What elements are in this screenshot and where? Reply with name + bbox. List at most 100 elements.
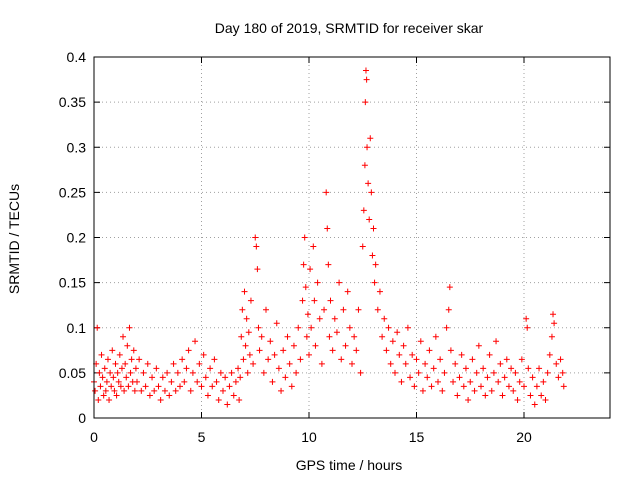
data-point xyxy=(174,369,181,376)
data-point xyxy=(196,360,203,367)
data-point xyxy=(488,387,495,394)
data-point xyxy=(445,306,452,313)
data-point xyxy=(241,288,248,295)
data-point xyxy=(450,378,457,385)
data-point xyxy=(366,216,373,223)
data-point xyxy=(422,360,429,367)
data-point xyxy=(95,396,102,403)
data-point xyxy=(103,378,110,385)
data-point xyxy=(250,360,257,367)
data-point xyxy=(194,378,201,385)
y-tick-label: 0.05 xyxy=(59,365,86,381)
data-point xyxy=(533,383,540,390)
data-point xyxy=(331,315,338,322)
x-tick-label: 5 xyxy=(198,429,206,445)
data-point xyxy=(224,401,231,408)
data-point xyxy=(242,342,249,349)
data-point xyxy=(524,324,531,331)
data-point xyxy=(187,387,194,394)
data-point xyxy=(179,356,186,363)
data-point xyxy=(353,347,360,354)
data-point xyxy=(183,365,190,372)
data-point xyxy=(185,347,192,354)
data-point xyxy=(329,347,336,354)
data-point xyxy=(324,225,331,232)
y-tick-label: 0.25 xyxy=(59,184,86,200)
data-point xyxy=(368,189,375,196)
data-point xyxy=(255,324,262,331)
data-point xyxy=(164,369,171,376)
data-point xyxy=(166,392,173,399)
data-point xyxy=(381,315,388,322)
data-point xyxy=(460,383,467,390)
data-point xyxy=(126,324,133,331)
data-point xyxy=(282,374,289,381)
data-point xyxy=(376,288,383,295)
data-point xyxy=(542,396,549,403)
data-point xyxy=(157,396,164,403)
data-point xyxy=(151,387,158,394)
x-tick-label: 0 xyxy=(90,429,98,445)
data-point xyxy=(417,338,424,345)
data-point xyxy=(295,324,302,331)
data-point xyxy=(503,356,510,363)
data-point xyxy=(486,351,493,358)
data-point xyxy=(159,374,166,381)
data-point xyxy=(217,369,224,376)
data-point xyxy=(121,387,128,394)
data-point xyxy=(333,329,340,336)
data-point xyxy=(269,378,276,385)
data-point xyxy=(458,351,465,358)
data-point xyxy=(106,396,113,403)
data-point xyxy=(413,356,420,363)
data-point xyxy=(138,387,145,394)
data-point xyxy=(144,360,151,367)
data-point xyxy=(286,360,293,367)
x-tick-label: 20 xyxy=(516,429,532,445)
data-point xyxy=(435,378,441,385)
data-point xyxy=(92,387,99,394)
data-point xyxy=(536,365,543,372)
data-point xyxy=(465,396,472,403)
data-point xyxy=(538,392,545,399)
data-point xyxy=(550,311,557,318)
data-point xyxy=(344,288,351,295)
data-point xyxy=(396,351,403,358)
data-point xyxy=(400,342,407,349)
data-point xyxy=(236,396,243,403)
data-point xyxy=(278,387,285,394)
data-point xyxy=(209,383,216,390)
data-point xyxy=(471,387,478,394)
data-point xyxy=(307,266,314,273)
data-point xyxy=(252,234,259,241)
data-point xyxy=(497,360,504,367)
data-point xyxy=(172,387,179,394)
data-point xyxy=(153,365,160,372)
data-point xyxy=(362,99,369,106)
data-point xyxy=(125,383,132,390)
plot-frame xyxy=(93,56,611,419)
data-point xyxy=(394,329,401,336)
data-point xyxy=(263,306,269,313)
data-point xyxy=(311,297,318,304)
data-point xyxy=(128,356,135,363)
data-point xyxy=(271,351,278,358)
data-point xyxy=(323,189,330,196)
data-point xyxy=(207,365,214,372)
y-tick-label: 0.15 xyxy=(59,275,86,291)
data-point xyxy=(310,243,317,250)
y-axis-label: SRMTID / TECUs xyxy=(6,184,22,294)
x-tick-label: 10 xyxy=(301,429,317,445)
data-point xyxy=(117,383,124,390)
data-point xyxy=(469,356,476,363)
data-point xyxy=(198,383,205,390)
data-point xyxy=(204,392,211,399)
data-point xyxy=(336,279,343,286)
data-point xyxy=(512,369,519,376)
data-point xyxy=(505,383,512,390)
data-point xyxy=(501,374,508,381)
data-point xyxy=(280,347,287,354)
data-point xyxy=(265,356,272,363)
data-point xyxy=(293,369,300,376)
